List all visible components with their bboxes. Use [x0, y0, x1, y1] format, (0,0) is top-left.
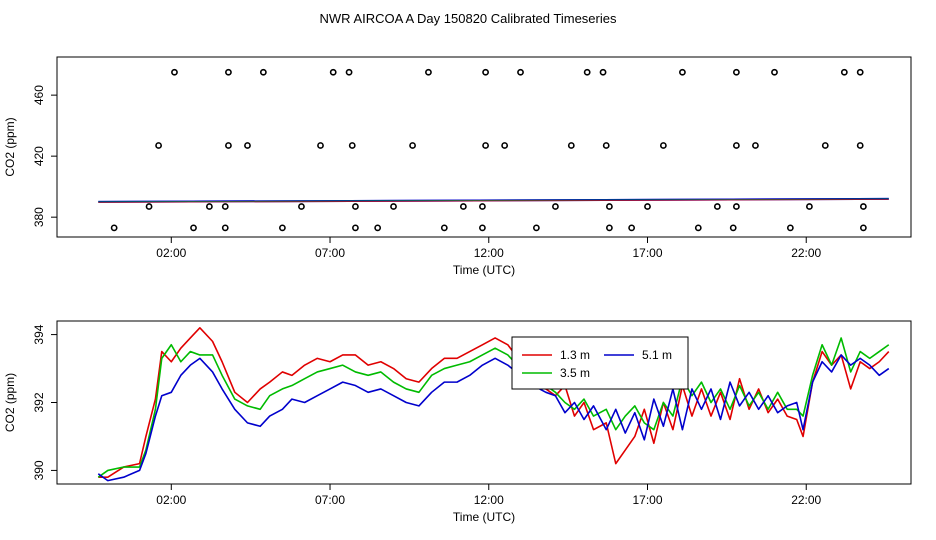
calibration-point — [479, 203, 486, 210]
calibration-point — [298, 203, 305, 210]
calibration-point — [856, 68, 864, 76]
calibration-point — [501, 142, 509, 149]
calibration-point — [859, 203, 867, 210]
calibration-point — [440, 224, 448, 232]
calibration-point — [752, 142, 759, 149]
calibration-point — [225, 68, 232, 76]
calibration-point — [352, 203, 359, 210]
calibration-point — [374, 224, 382, 232]
calibration-point — [517, 68, 524, 76]
y-axis-label: CO2 (ppm) — [3, 117, 17, 176]
calibration-point — [390, 203, 397, 210]
calibration-point — [602, 142, 610, 149]
calibration-point — [110, 224, 118, 232]
calibration-point — [279, 224, 286, 232]
calibration-point — [145, 203, 153, 210]
calibration-point — [532, 224, 540, 232]
calibration-point — [771, 68, 778, 76]
calibration-point — [732, 142, 740, 149]
y-tick-label: 394 — [32, 324, 46, 344]
legend: 1.3 m 3.5 m 5.1 m — [511, 336, 689, 390]
x-tick-label: 07:00 — [315, 493, 345, 507]
calibration-point — [821, 142, 829, 149]
calibration-point — [190, 224, 197, 232]
x-tick-label: 22:00 — [791, 493, 821, 507]
calibration-point — [679, 68, 686, 76]
calibration-point — [806, 203, 813, 210]
calibration-point — [732, 68, 740, 76]
calibration-point — [606, 224, 613, 232]
calibration-point — [171, 68, 178, 76]
x-tick-label: 12:00 — [474, 246, 504, 260]
legend-label: 3.5 m — [560, 366, 590, 380]
calibration-point — [644, 203, 651, 210]
calibration-point — [317, 142, 324, 149]
calibration-point — [856, 142, 864, 149]
calibration-point — [628, 224, 636, 232]
calibration-point — [729, 224, 737, 232]
calibration-point — [732, 203, 740, 210]
calibration-point — [352, 224, 359, 232]
y-tick-label: 392 — [32, 392, 46, 412]
y-tick-label: 380 — [32, 207, 46, 227]
page-title: NWR AIRCOA A Day 150820 Calibrated Times… — [320, 11, 617, 26]
calibration-point — [659, 142, 667, 149]
series-line — [98, 326, 890, 479]
calibration-point — [552, 203, 559, 210]
x-tick-label: 02:00 — [156, 246, 186, 260]
calibration-point — [482, 68, 489, 76]
y-axis-label: CO2 (ppm) — [3, 373, 17, 432]
calibration-point — [694, 224, 702, 232]
calibration-point — [409, 142, 416, 149]
legend-label: 1.3 m — [560, 348, 590, 362]
calibration-point — [479, 224, 486, 232]
calibration-point — [583, 68, 591, 76]
panel-co2-calibration-points: 02:00 07:00 12:00 17:00 22:00 380 420 460 Time (… — [3, 56, 912, 277]
mean-co2-line-level — [98, 199, 889, 203]
calibration-point — [482, 142, 489, 149]
x-axis-label: Time (UTC) — [453, 263, 515, 277]
calibration-point — [155, 142, 162, 149]
mean-co2-line-level — [98, 197, 889, 202]
calibration-point — [859, 224, 867, 232]
calibration-point — [244, 142, 251, 149]
calibration-point — [205, 203, 213, 210]
x-tick-label: 22:00 — [791, 246, 821, 260]
y-tick-label: 420 — [32, 146, 46, 166]
x-tick-label: 07:00 — [315, 246, 345, 260]
calibration-point — [425, 68, 432, 76]
calibration-point — [221, 224, 229, 232]
calibration-point — [606, 203, 613, 210]
legend-box — [511, 336, 689, 390]
series-line — [97, 354, 890, 482]
x-tick-label: 17:00 — [632, 493, 662, 507]
calibration-point — [225, 142, 232, 149]
calibration-point — [599, 68, 607, 76]
calibration-point — [567, 142, 575, 149]
x-tick-label: 17:00 — [632, 246, 662, 260]
x-axis-label: Time (UTC) — [453, 510, 515, 524]
calibration-point — [840, 68, 848, 76]
calibration-point — [329, 68, 337, 76]
calibration-point — [348, 142, 356, 149]
calibration-point — [713, 203, 721, 210]
calibration-point — [221, 203, 229, 210]
calibration-point — [259, 68, 267, 76]
legend-label: 5.1 m — [642, 348, 672, 362]
calibration-point — [345, 68, 353, 76]
calibration-point — [459, 203, 467, 210]
calibration-point — [786, 224, 794, 232]
x-tick-label: 02:00 — [156, 493, 186, 507]
plot-frame — [56, 56, 912, 238]
y-tick-label: 460 — [32, 85, 46, 105]
mean-co2-line-level — [98, 198, 889, 203]
panel-co2-timeseries: 02:00 07:00 12:00 17:00 22:00 390 392 394 Time (… — [3, 320, 912, 524]
x-tick-label: 12:00 — [474, 493, 504, 507]
y-tick-label: 390 — [32, 460, 46, 480]
